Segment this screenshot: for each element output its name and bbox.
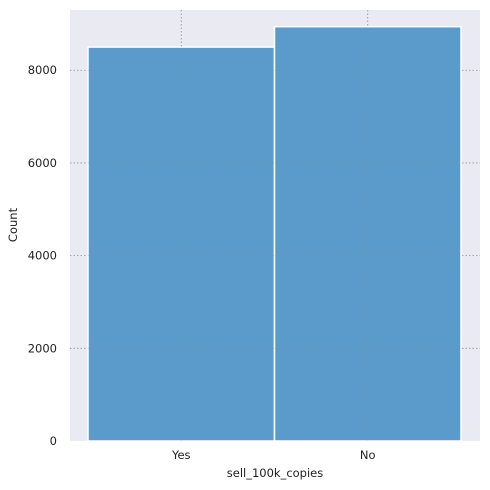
x-axis-label: sell_100k_copies [227, 466, 324, 480]
y-axis-label: Count [6, 207, 20, 242]
bars [87, 25, 462, 442]
x-tick-label: No [360, 448, 376, 462]
bar-yes [87, 46, 276, 442]
bar-no [273, 25, 462, 442]
y-tick-label: 8000 [28, 63, 57, 77]
tick-labels: 0 2000 4000 6000 8000 Yes No [28, 63, 376, 462]
x-tick-label: Yes [171, 448, 191, 462]
y-tick-label: 4000 [28, 249, 57, 263]
y-tick-label: 6000 [28, 156, 57, 170]
y-tick-label: 0 [50, 434, 57, 448]
y-tick-label: 2000 [28, 341, 57, 355]
